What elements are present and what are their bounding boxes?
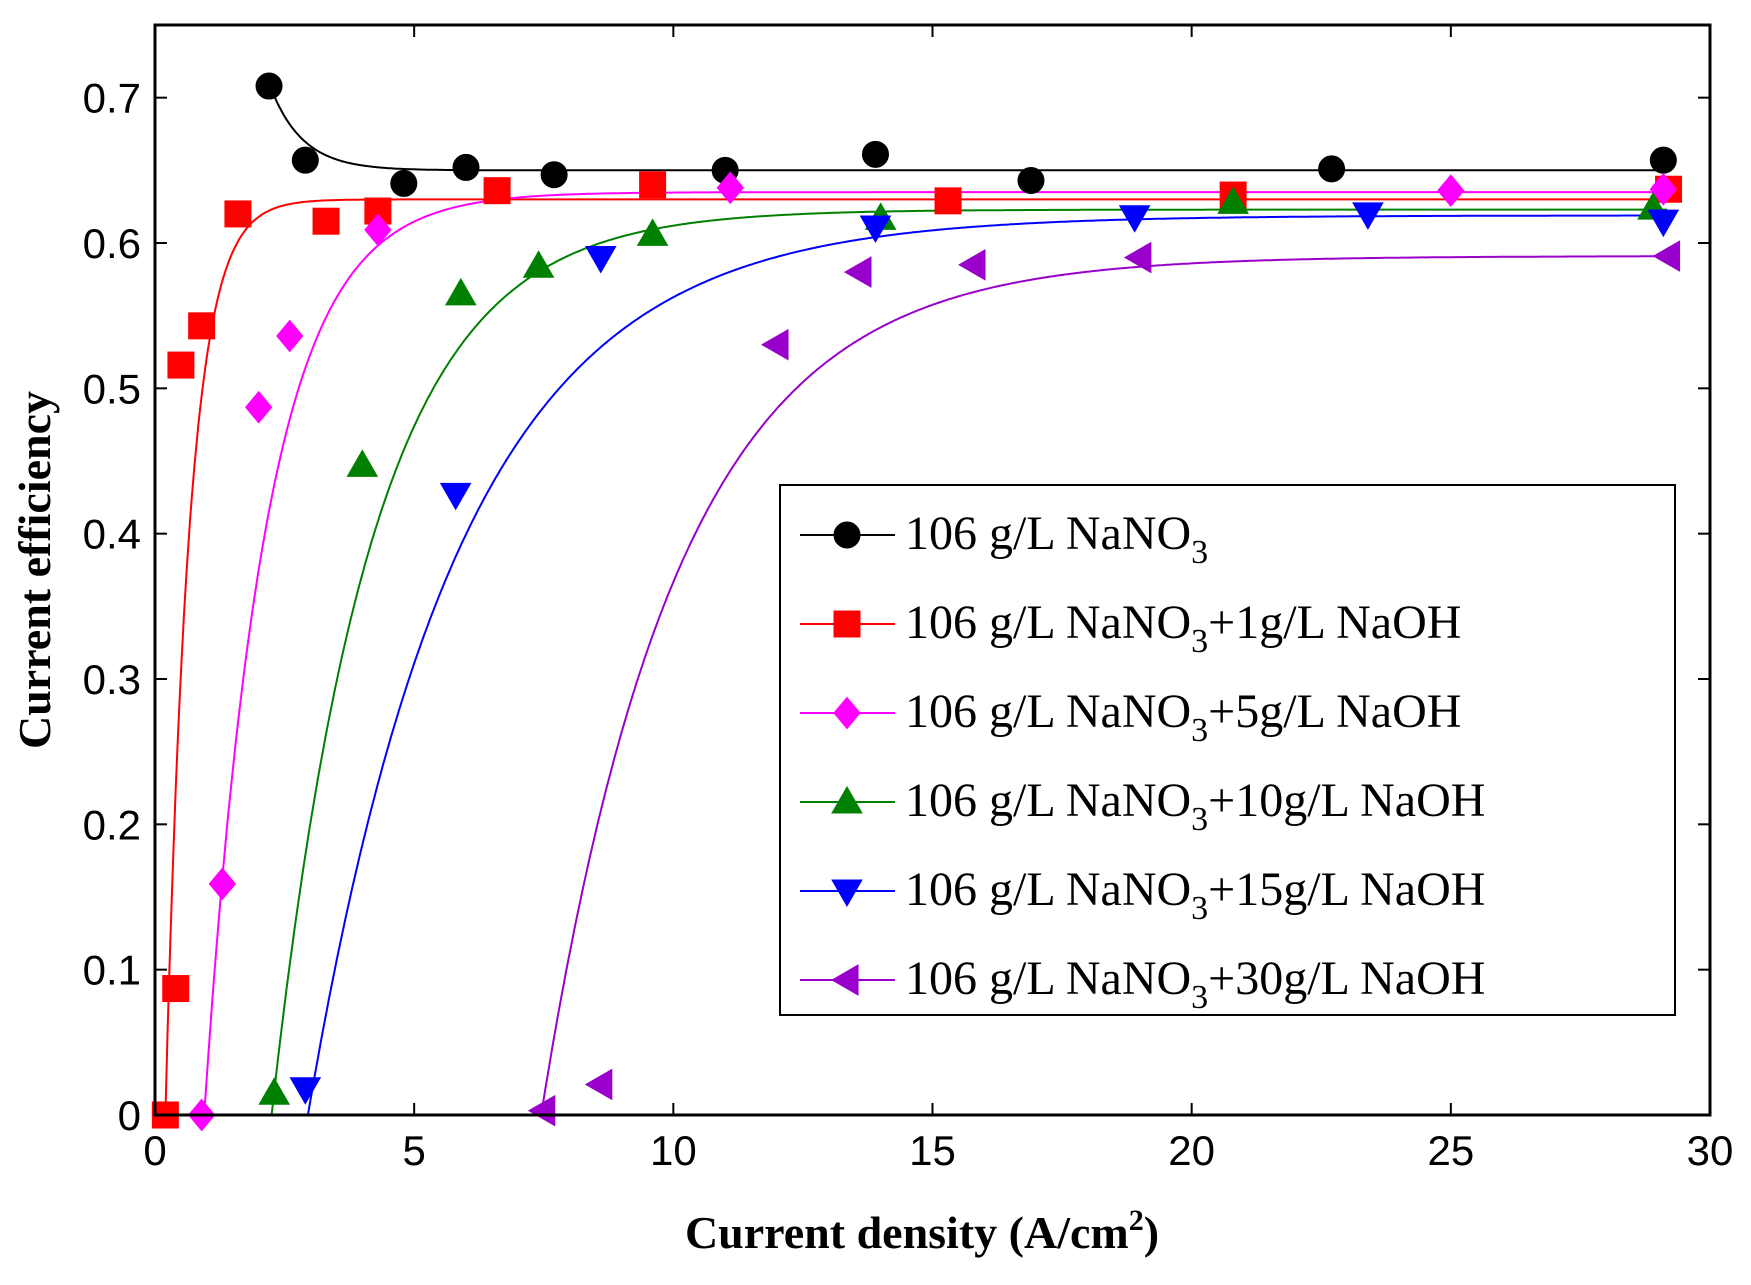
x-tick-label: 15 (909, 1127, 956, 1174)
y-axis-title: Current efficiency (9, 391, 60, 749)
data-point-series-4 (258, 1077, 291, 1105)
x-tick-label: 25 (1427, 1127, 1474, 1174)
legend-marker (831, 964, 859, 996)
fit-curve-series-4 (270, 208, 1667, 1116)
y-tick-label: 0.2 (83, 801, 141, 848)
data-point-series-4 (636, 218, 669, 246)
data-point-series-6 (843, 256, 872, 288)
data-point-series-3 (364, 213, 392, 247)
data-point-series-1 (540, 161, 568, 189)
data-point-series-2 (188, 312, 216, 340)
data-point-series-1 (255, 72, 283, 100)
data-point-series-3 (1437, 174, 1465, 208)
x-tick-label: 0 (143, 1127, 166, 1174)
y-tick-label: 0.1 (83, 947, 141, 994)
legend-entry-label: 106 g/L NaNO3+30g/L NaOH (905, 952, 1485, 1016)
fit-curve-series-6 (540, 255, 1667, 1116)
legend-marker (833, 521, 861, 549)
data-point-series-6 (761, 328, 789, 361)
legend-marker (833, 610, 861, 638)
data-point-series-1 (452, 153, 480, 181)
legend-marker (833, 696, 861, 730)
data-point-series-1 (861, 140, 889, 168)
data-point-series-3 (245, 390, 273, 424)
data-point-series-2 (312, 207, 340, 235)
data-point-series-6 (958, 248, 986, 281)
data-point-series-3 (276, 319, 304, 353)
data-point-series-2 (934, 187, 962, 215)
fit-curve-series-2 (164, 198, 1669, 1116)
legend-marker (831, 786, 863, 814)
data-point-series-5 (439, 482, 472, 511)
data-point-series-6 (527, 1094, 556, 1127)
legend-entry-label: 106 g/L NaNO3+10g/L NaOH (905, 774, 1485, 838)
data-point-series-6 (1123, 241, 1152, 274)
y-tick-label: 0.4 (83, 511, 141, 558)
data-point-series-2 (162, 975, 190, 1003)
legend-marker (831, 879, 863, 907)
y-tick-label: 0 (118, 1092, 141, 1139)
data-point-series-6 (1652, 240, 1681, 272)
x-tick-label: 30 (1687, 1127, 1734, 1174)
data-markers (151, 72, 1683, 1132)
data-point-series-1 (291, 146, 319, 174)
data-point-series-5 (584, 245, 617, 274)
y-tick-label: 0.3 (83, 656, 141, 703)
data-point-series-5 (859, 215, 892, 243)
x-tick-label: 10 (650, 1127, 697, 1174)
data-point-series-1 (1318, 155, 1346, 183)
data-point-series-5 (1118, 205, 1151, 233)
data-point-series-5 (1352, 202, 1384, 230)
y-tick-label: 0.5 (83, 365, 141, 412)
legend-box (779, 484, 1676, 1016)
data-point-series-2 (224, 200, 252, 228)
data-point-series-6 (584, 1068, 613, 1101)
data-point-series-4 (445, 277, 477, 306)
x-tick-label: 20 (1168, 1127, 1215, 1174)
fit-curve-series-5 (306, 214, 1668, 1116)
legend-entry-label: 106 g/L NaNO3+1g/L NaOH (905, 596, 1461, 660)
legend-entry-label: 106 g/L NaNO3 (905, 507, 1208, 571)
x-axis-title: Current density (A/cm2) (685, 1204, 1159, 1258)
data-point-series-2 (639, 171, 667, 199)
legend-entry-label: 106 g/L NaNO3+5g/L NaOH (905, 685, 1461, 749)
data-point-series-3 (208, 867, 237, 901)
data-point-series-4 (1217, 186, 1249, 214)
y-tick-label: 0.7 (83, 75, 141, 122)
legend: 106 g/L NaNO3 106 g/L NaNO3+1g/L NaOH 106 … (779, 484, 1676, 1016)
data-point-series-2 (483, 177, 511, 205)
data-point-series-3 (1649, 172, 1678, 206)
legend-entry-label: 106 g/L NaNO3+15g/L NaOH (905, 863, 1485, 927)
data-point-series-1 (1017, 167, 1045, 195)
data-point-series-4 (522, 250, 555, 278)
x-tick-label: 5 (402, 1127, 425, 1174)
data-point-series-3 (716, 171, 745, 205)
fit-curve-series-1 (268, 82, 1669, 172)
data-point-series-5 (289, 1077, 322, 1105)
data-point-series-1 (1649, 146, 1677, 174)
data-point-series-5 (1647, 209, 1680, 238)
y-tick-label: 0.6 (83, 220, 141, 267)
data-point-series-1 (390, 169, 418, 197)
axis-ticks: 0 5 10 15 20 25 30 0 0.1 0.2 0.3 0.4 0.5 0.6 0.7 (83, 25, 1734, 1174)
data-point-series-2 (167, 351, 195, 379)
data-point-series-4 (346, 449, 379, 477)
